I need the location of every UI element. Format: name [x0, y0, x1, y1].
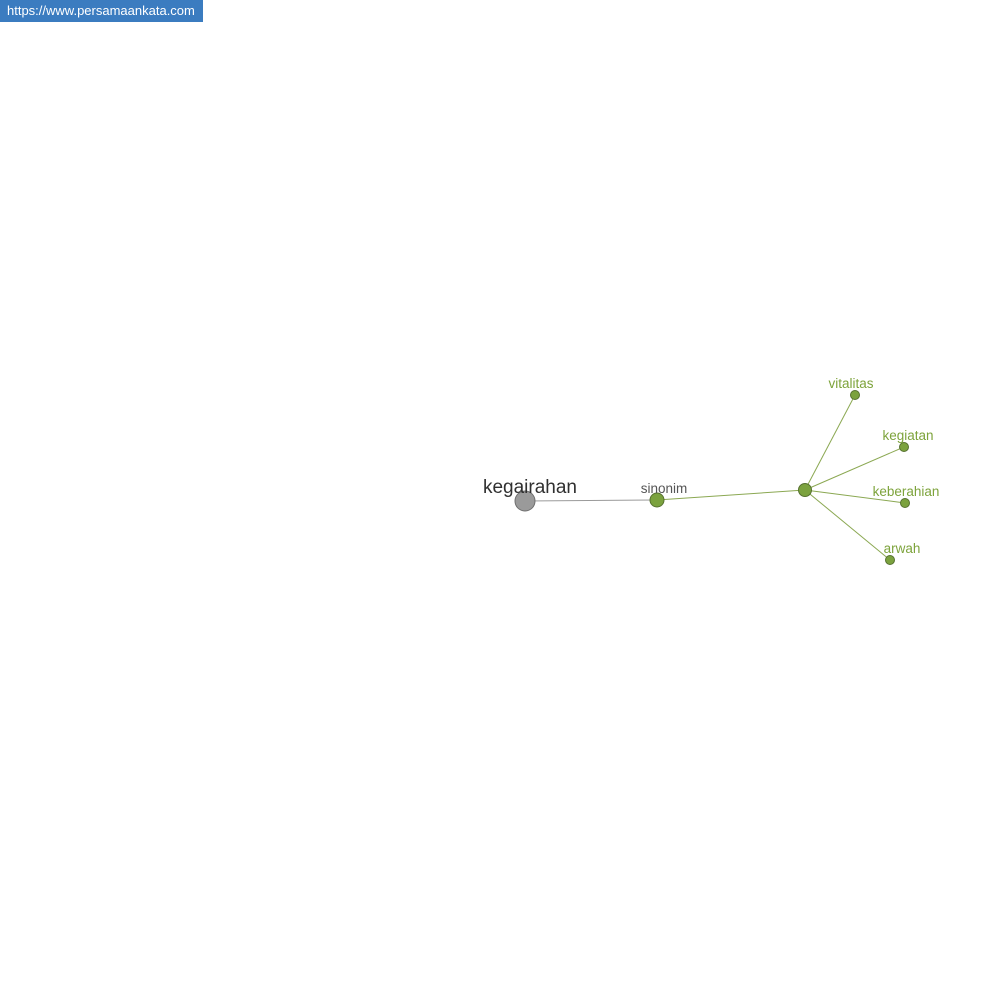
graph-edge-hub-arwah [804, 489, 891, 561]
graph-node-label-keberahian[interactable]: keberahian [873, 484, 940, 499]
graph-node-label-kegairahan[interactable]: kegairahan [483, 477, 577, 498]
watermark-url: https://www.persamaankata.com [0, 0, 203, 22]
graph-node-arwah[interactable] [885, 555, 895, 565]
graph-node-label-vitalitas[interactable]: vitalitas [828, 376, 873, 391]
graph-edge-hub-keberahian [804, 489, 906, 504]
graph-node-sinonim[interactable] [649, 492, 665, 508]
graph-edge-hub-vitalitas [804, 394, 856, 491]
graph-node-keberahian[interactable] [900, 498, 910, 508]
graph-node-kegiatan[interactable] [899, 442, 909, 452]
graph-node-hub[interactable] [798, 483, 812, 497]
graph-edge-sinonim-hub [656, 489, 806, 501]
graph-node-vitalitas[interactable] [850, 390, 860, 400]
graph-node-label-arwah[interactable]: arwah [884, 541, 921, 556]
graph-edge-kegairahan-sinonim [524, 499, 658, 502]
graph-node-label-kegiatan[interactable]: kegiatan [882, 428, 933, 443]
graph-node-label-sinonim[interactable]: sinonim [641, 481, 688, 496]
graph-edge-hub-kegiatan [804, 446, 905, 491]
graph-node-kegairahan[interactable] [514, 490, 536, 512]
